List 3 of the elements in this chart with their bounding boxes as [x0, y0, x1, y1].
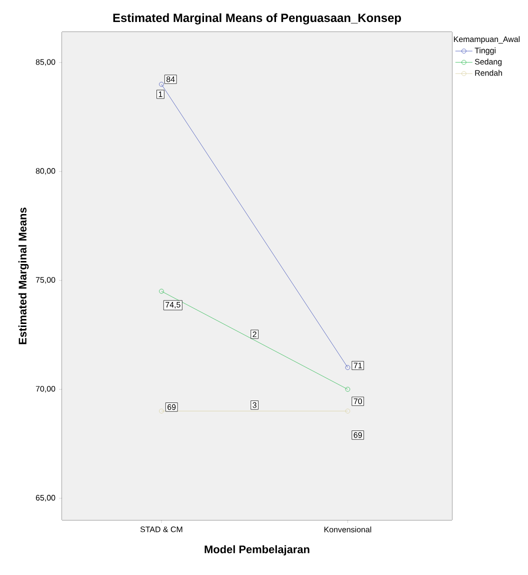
y-axis-title: Estimated Marginal Means: [18, 208, 29, 344]
chart-title: Estimated Marginal Means of Penguasaan_Konsep: [113, 13, 401, 24]
x-axis-title: Model Pembelajaran: [204, 545, 310, 556]
